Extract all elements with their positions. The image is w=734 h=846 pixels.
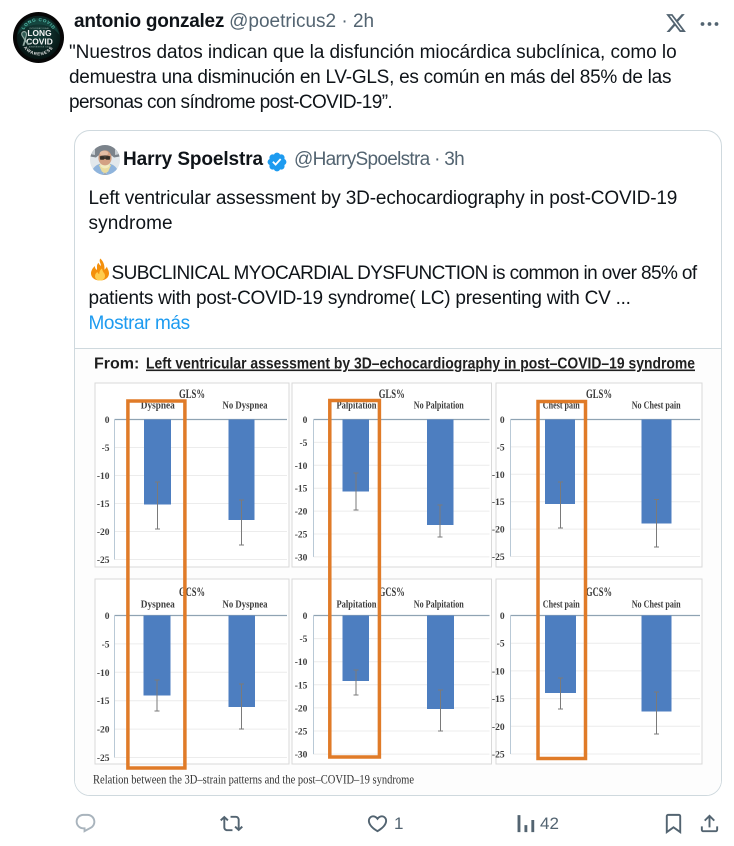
svg-text:-30: -30 <box>295 751 308 761</box>
svg-text:Relation between the 3D–strain: Relation between the 3D–strain patterns … <box>93 772 414 787</box>
svg-text:COVID: COVID <box>26 36 53 46</box>
svg-text:-15: -15 <box>295 485 308 495</box>
svg-text:GLS%: GLS% <box>379 387 405 401</box>
svg-text:-5: -5 <box>497 443 505 453</box>
svg-text:INTERNATIONAL: INTERNATIONAL <box>29 27 50 30</box>
svg-text:0: 0 <box>303 416 308 426</box>
svg-text:0: 0 <box>105 416 110 426</box>
svg-text:-15: -15 <box>492 498 505 508</box>
svg-text:Chest pain: Chest pain <box>543 401 580 412</box>
svg-text:-25: -25 <box>97 556 110 566</box>
svg-text:0: 0 <box>500 416 505 426</box>
svg-text:No Dyspnea: No Dyspnea <box>223 600 269 611</box>
svg-text:No Chest pain: No Chest pain <box>632 401 681 412</box>
svg-text:Palpitation: Palpitation <box>337 401 377 412</box>
svg-text:GCS%: GCS% <box>586 585 612 599</box>
svg-text:-10: -10 <box>492 667 505 677</box>
svg-text:-20: -20 <box>97 726 110 736</box>
svg-text:GLS%: GLS% <box>586 387 612 401</box>
svg-text:-5: -5 <box>102 640 110 650</box>
svg-text:-5: -5 <box>102 444 110 454</box>
svg-text:-20: -20 <box>97 528 110 538</box>
svg-text:-5: -5 <box>299 635 307 645</box>
svg-text:No Palpitation: No Palpitation <box>414 401 464 412</box>
svg-text:-25: -25 <box>97 754 110 764</box>
svg-text:-25: -25 <box>295 531 308 541</box>
svg-text:-15: -15 <box>492 695 505 705</box>
svg-text:Palpitation: Palpitation <box>337 600 377 611</box>
svg-text:-10: -10 <box>295 658 308 668</box>
svg-text:-10: -10 <box>97 472 110 482</box>
svg-text:GCS%: GCS% <box>179 585 205 599</box>
svg-text:0: 0 <box>105 612 110 622</box>
svg-text:No Chest pain: No Chest pain <box>632 600 681 611</box>
svg-text:-25: -25 <box>492 751 505 761</box>
svg-text:-20: -20 <box>492 526 505 536</box>
svg-text:-20: -20 <box>295 508 308 518</box>
svg-text:-10: -10 <box>97 669 110 679</box>
svg-text:AWARENESS DAY: AWARENESS DAY <box>29 46 51 49</box>
svg-text:No Dyspnea: No Dyspnea <box>223 401 269 412</box>
svg-text:-20: -20 <box>492 723 505 733</box>
svg-text:Dyspnea: Dyspnea <box>141 600 176 611</box>
svg-text:-20: -20 <box>295 704 308 714</box>
svg-text:From:: From: <box>94 356 139 373</box>
svg-text:-5: -5 <box>299 439 307 449</box>
svg-text:-15: -15 <box>97 697 110 707</box>
svg-text:Dyspnea: Dyspnea <box>141 401 176 412</box>
svg-text:Left ventricular assessment by: Left ventricular assessment by 3D–echoca… <box>146 356 695 373</box>
svg-text:-30: -30 <box>295 553 308 563</box>
svg-text:-15: -15 <box>295 681 308 691</box>
svg-text:GCS%: GCS% <box>379 585 405 599</box>
svg-text:-10: -10 <box>492 471 505 481</box>
svg-text:LONG: LONG <box>27 28 51 38</box>
svg-text:GLS%: GLS% <box>179 387 205 401</box>
svg-text:No Palpitation: No Palpitation <box>414 600 464 611</box>
svg-text:-25: -25 <box>295 728 308 738</box>
svg-text:Chest pain: Chest pain <box>543 600 580 611</box>
svg-text:-5: -5 <box>497 640 505 650</box>
svg-text:-10: -10 <box>295 462 308 472</box>
svg-text:-15: -15 <box>97 500 110 510</box>
svg-text:-25: -25 <box>492 553 505 563</box>
svg-text:0: 0 <box>303 612 308 622</box>
svg-text:0: 0 <box>500 612 505 622</box>
